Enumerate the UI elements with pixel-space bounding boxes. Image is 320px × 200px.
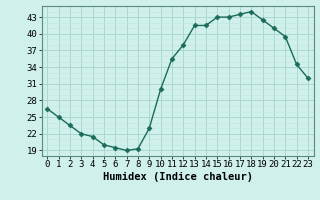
X-axis label: Humidex (Indice chaleur): Humidex (Indice chaleur) bbox=[103, 172, 252, 182]
